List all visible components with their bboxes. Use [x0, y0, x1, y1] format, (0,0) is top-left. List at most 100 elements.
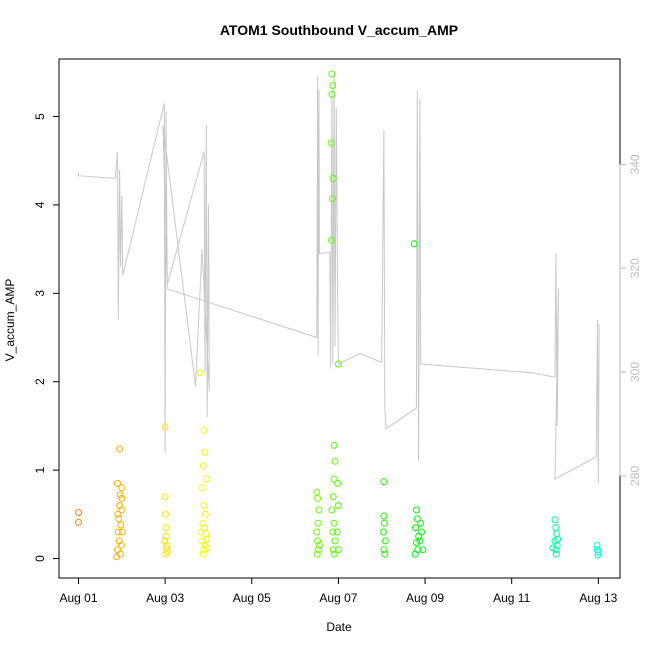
secondary-series-line — [78, 72, 600, 484]
data-point — [75, 518, 82, 526]
secondary-series-layer — [78, 72, 600, 484]
data-point — [594, 548, 602, 556]
data-point — [313, 528, 321, 536]
data-point — [328, 195, 336, 203]
y-tick-label: 5 — [33, 113, 47, 120]
data-point — [410, 240, 418, 248]
chart-title: ATOM1 Southbound V_accum_AMP — [220, 22, 458, 38]
data-point — [381, 550, 389, 558]
x-axis-label: Date — [326, 620, 352, 634]
data-point — [314, 519, 322, 527]
data-point — [593, 541, 601, 549]
x-tick-label: Aug 03 — [146, 591, 184, 605]
y-tick-label: 1 — [33, 466, 47, 473]
data-point — [116, 445, 124, 453]
data-point — [201, 510, 209, 518]
data-point — [331, 537, 339, 545]
data-point — [334, 502, 342, 509]
data-point — [162, 544, 170, 552]
data-point — [114, 510, 122, 518]
data-point — [412, 539, 420, 547]
data-point — [554, 535, 562, 543]
data-point — [419, 546, 427, 554]
y-tick-label: 4 — [33, 201, 47, 208]
data-point — [327, 139, 335, 147]
x-tick-label: Aug 09 — [406, 591, 444, 605]
data-point — [328, 506, 336, 514]
data-point — [334, 479, 342, 487]
x-tick-label: Aug 01 — [59, 591, 97, 605]
y2-tick-label: 280 — [628, 465, 642, 485]
data-point — [594, 551, 602, 559]
data-point — [380, 519, 388, 527]
data-point — [199, 550, 207, 558]
data-point — [162, 524, 170, 532]
data-point — [549, 544, 557, 552]
data-point — [330, 441, 338, 449]
data-point — [116, 502, 124, 509]
y-tick-label: 0 — [33, 555, 47, 562]
data-point — [334, 360, 342, 368]
data-point — [330, 475, 338, 483]
x-tick-label: Aug 05 — [233, 591, 271, 605]
data-point — [315, 546, 322, 554]
data-point — [412, 506, 420, 514]
data-point — [201, 448, 209, 456]
data-point — [331, 457, 339, 465]
y-axis-secondary: 280 300 320 340 — [619, 154, 642, 486]
data-point — [329, 82, 337, 89]
data-point — [118, 494, 126, 502]
data-point — [313, 550, 321, 558]
plot-frame — [58, 58, 621, 579]
data-point — [333, 528, 341, 536]
data-point — [118, 528, 126, 536]
data-point — [380, 512, 388, 520]
data-point — [380, 546, 388, 554]
y-axis: 0 1 2 3 4 5 — [33, 113, 60, 562]
data-point — [114, 528, 122, 536]
data-point — [162, 510, 170, 518]
data-point — [75, 509, 82, 517]
data-point — [315, 506, 323, 514]
data-point — [118, 506, 126, 514]
data-point — [381, 537, 389, 545]
data-point — [202, 535, 210, 543]
data-point — [413, 515, 421, 523]
data-point — [328, 236, 335, 244]
data-point — [416, 537, 424, 545]
data-point — [203, 544, 211, 552]
data-point — [553, 530, 561, 538]
data-point — [412, 524, 419, 532]
data-point — [328, 90, 336, 98]
data-point — [202, 475, 210, 483]
data-point — [380, 478, 388, 486]
data-point — [552, 550, 560, 558]
y-tick-label: 3 — [33, 290, 47, 297]
data-point — [116, 491, 124, 499]
data-point — [329, 546, 337, 554]
y-axis-label: V_accum_AMP — [3, 279, 17, 362]
x-tick-label: Aug 11 — [493, 591, 530, 605]
data-point — [418, 528, 426, 536]
data-point — [114, 479, 121, 487]
data-point — [161, 423, 169, 431]
data-point — [334, 546, 342, 554]
y2-tick-label: 320 — [628, 258, 642, 278]
data-point — [199, 462, 207, 470]
data-point — [329, 528, 337, 536]
data-point — [314, 537, 322, 545]
data-point — [552, 524, 560, 532]
data-point — [196, 369, 204, 377]
data-point — [162, 532, 170, 540]
data-point — [330, 550, 338, 558]
data-point — [199, 519, 207, 527]
data-point — [117, 550, 124, 558]
data-point — [380, 528, 387, 536]
x-tick-label: Aug 13 — [579, 591, 617, 605]
x-tick-label: Aug 07 — [319, 591, 357, 605]
data-point — [161, 537, 169, 545]
data-point — [551, 516, 559, 524]
y2-tick-label: 340 — [628, 154, 642, 174]
data-point — [161, 493, 169, 501]
